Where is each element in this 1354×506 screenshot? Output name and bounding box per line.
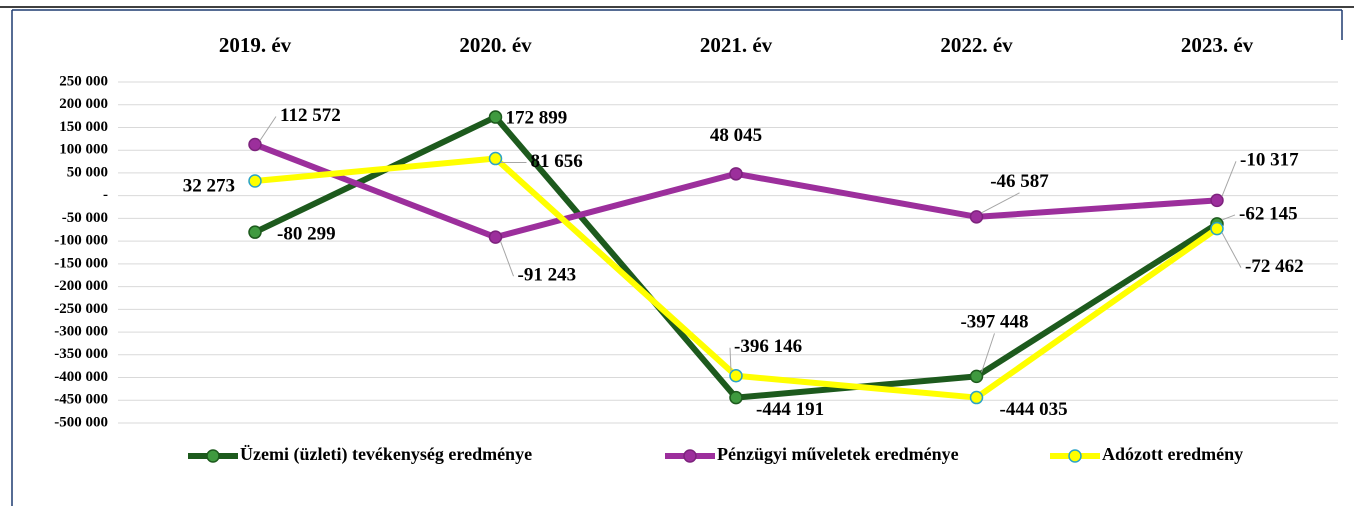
data-label: 81 656 xyxy=(531,151,583,172)
series-marker xyxy=(488,110,503,124)
y-tick-label: -50 000 xyxy=(62,210,108,226)
y-tick-label: -150 000 xyxy=(54,255,108,271)
data-label: -10 317 xyxy=(1240,150,1299,171)
data-label: -444 191 xyxy=(756,399,824,420)
data-label: -397 448 xyxy=(960,312,1028,333)
legend-marker xyxy=(1068,449,1082,463)
leader-line xyxy=(729,347,732,372)
series-marker xyxy=(729,167,743,181)
legend-label: Adózott eredmény xyxy=(1102,444,1243,464)
series-marker xyxy=(969,210,984,224)
series-marker xyxy=(488,151,503,166)
y-tick-label: 200 000 xyxy=(59,96,108,112)
y-tick-label: 50 000 xyxy=(67,164,108,180)
category-label: 2020. év xyxy=(459,33,532,57)
y-tick-label: -350 000 xyxy=(54,346,108,362)
series-line xyxy=(253,141,1218,241)
data-label: -91 243 xyxy=(518,265,577,286)
series-marker xyxy=(488,230,503,244)
leader-line xyxy=(1221,232,1242,268)
data-label: -444 035 xyxy=(1000,399,1068,420)
series-marker xyxy=(1210,193,1224,208)
leader-line xyxy=(500,240,514,277)
y-tick-label: -200 000 xyxy=(54,278,108,294)
y-tick-label: 150 000 xyxy=(59,119,108,135)
legend-marker xyxy=(206,449,220,463)
series-marker xyxy=(1210,221,1224,236)
data-label: -396 146 xyxy=(734,336,802,357)
category-label: 2022. év xyxy=(940,33,1013,57)
series-marker xyxy=(729,369,743,383)
data-label: 48 045 xyxy=(710,125,762,146)
series-line xyxy=(254,155,1219,401)
y-tick-label: -450 000 xyxy=(54,392,108,408)
y-tick-label: -400 000 xyxy=(54,369,108,385)
leader-line xyxy=(1221,214,1236,221)
y-tick-label: -500 000 xyxy=(54,414,108,430)
leader-line xyxy=(981,192,1020,214)
data-label: -62 145 xyxy=(1239,203,1298,224)
data-label: 32 273 xyxy=(183,175,235,196)
y-tick-label: -300 000 xyxy=(54,324,108,340)
leader-line xyxy=(1221,161,1237,197)
category-label: 2023. év xyxy=(1181,33,1254,57)
data-label: -80 299 xyxy=(277,224,336,245)
legend-label: Üzemi (üzleti) tevékenység eredménye xyxy=(240,444,532,465)
series-marker xyxy=(248,225,262,239)
leader-line xyxy=(259,116,277,141)
data-label: 112 572 xyxy=(280,105,341,126)
legend-label: Pénzügyi műveletek eredménye xyxy=(717,444,959,464)
y-tick-label: 100 000 xyxy=(59,142,108,158)
data-label: -72 462 xyxy=(1245,256,1304,277)
leader-line xyxy=(981,333,995,373)
y-tick-label: 250 000 xyxy=(59,73,108,89)
y-tick-label: -100 000 xyxy=(54,233,108,249)
series-marker xyxy=(248,174,262,188)
y-tick-label: -250 000 xyxy=(54,301,108,317)
legend-marker xyxy=(683,449,697,463)
category-label: 2019. év xyxy=(219,33,292,57)
series-marker xyxy=(969,369,984,384)
series-marker xyxy=(969,390,984,405)
series-marker xyxy=(248,137,262,152)
data-label: -46 587 xyxy=(990,171,1049,192)
series-marker xyxy=(729,390,743,405)
data-label: 172 899 xyxy=(506,107,568,128)
y-tick-label: - xyxy=(103,187,108,203)
category-label: 2021. év xyxy=(700,33,773,57)
